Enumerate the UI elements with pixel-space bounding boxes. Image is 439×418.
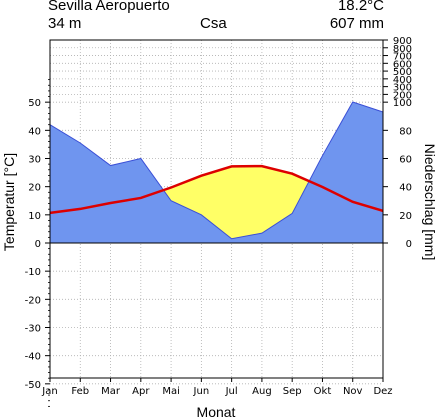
precip-tick-label: 400 [393, 75, 412, 86]
temp-tick-label: 0 [35, 239, 41, 250]
temp-tick-label: -40 [25, 352, 41, 363]
precip-tick-label: 300 [393, 83, 412, 94]
precip-tick-label: 40 [399, 183, 412, 194]
arid-area [163, 166, 310, 239]
temp-tick-label: 30 [28, 155, 41, 166]
temp-tick-label: 10 [28, 211, 41, 222]
temp-tick-label: -10 [25, 267, 41, 278]
month-label-dez: Dez [373, 386, 392, 397]
chart-lines [49, 101, 384, 244]
month-label-nov: Nov [343, 386, 363, 397]
precip-tick-label: 20 [399, 211, 412, 222]
precip-tick-label: 500 [393, 67, 412, 78]
month-label-jan: Jan [41, 386, 57, 397]
mean-temperature: 18.2°C [337, 0, 384, 14]
temp-tick-label: 20 [28, 183, 41, 194]
precipitation-line [49, 101, 384, 240]
precip-tick-label: 600 [393, 59, 412, 70]
temp-tick-label: 40 [28, 126, 41, 137]
precip-tick-label: 100 [393, 98, 412, 109]
precip-tick-label: 900 [393, 36, 412, 47]
humid-area [50, 102, 383, 243]
month-label-mai: Mai [162, 386, 180, 397]
month-label-sep: Sep [283, 386, 302, 397]
month-label-jul: Jul [225, 386, 238, 397]
chart-ticks: -50-40-30-20-100102030405002040608010020… [25, 36, 412, 407]
temp-tick-label: 50 [28, 98, 41, 109]
x-axis-label: Monat [197, 404, 236, 418]
annual-precipitation: 607 mm [329, 15, 384, 32]
precip-tick-label: 200 [393, 90, 412, 101]
temp-tick-label: -30 [25, 324, 41, 335]
month-label-mar: Mar [101, 386, 121, 397]
month-label-apr: Apr [132, 386, 150, 397]
station-elevation: 34 m [48, 15, 82, 32]
month-label-okt: Okt [314, 386, 332, 397]
y-axis-label-precipitation: Niederschlag [mm] [422, 144, 438, 261]
climate-classification: Csa [200, 15, 227, 32]
station-name: Sevilla Aeropuerto [48, 0, 170, 14]
precip-tick-label: 800 [393, 44, 412, 55]
precip-tick-label: 700 [393, 52, 412, 63]
month-label-jun: Jun [193, 386, 210, 397]
precip-tick-label: 60 [399, 155, 412, 166]
temp-tick-label: -50 [25, 380, 41, 391]
chart-fills [50, 102, 383, 243]
precip-tick-label: 80 [399, 126, 412, 137]
y-axis-label-temperature: Temperatur [°C] [1, 153, 17, 251]
month-label-aug: Aug [252, 386, 272, 397]
temperature-line [49, 164, 384, 215]
temp-tick-label: -20 [25, 295, 41, 306]
precip-tick-label: 0 [406, 239, 412, 250]
month-label-feb: Feb [71, 386, 89, 397]
